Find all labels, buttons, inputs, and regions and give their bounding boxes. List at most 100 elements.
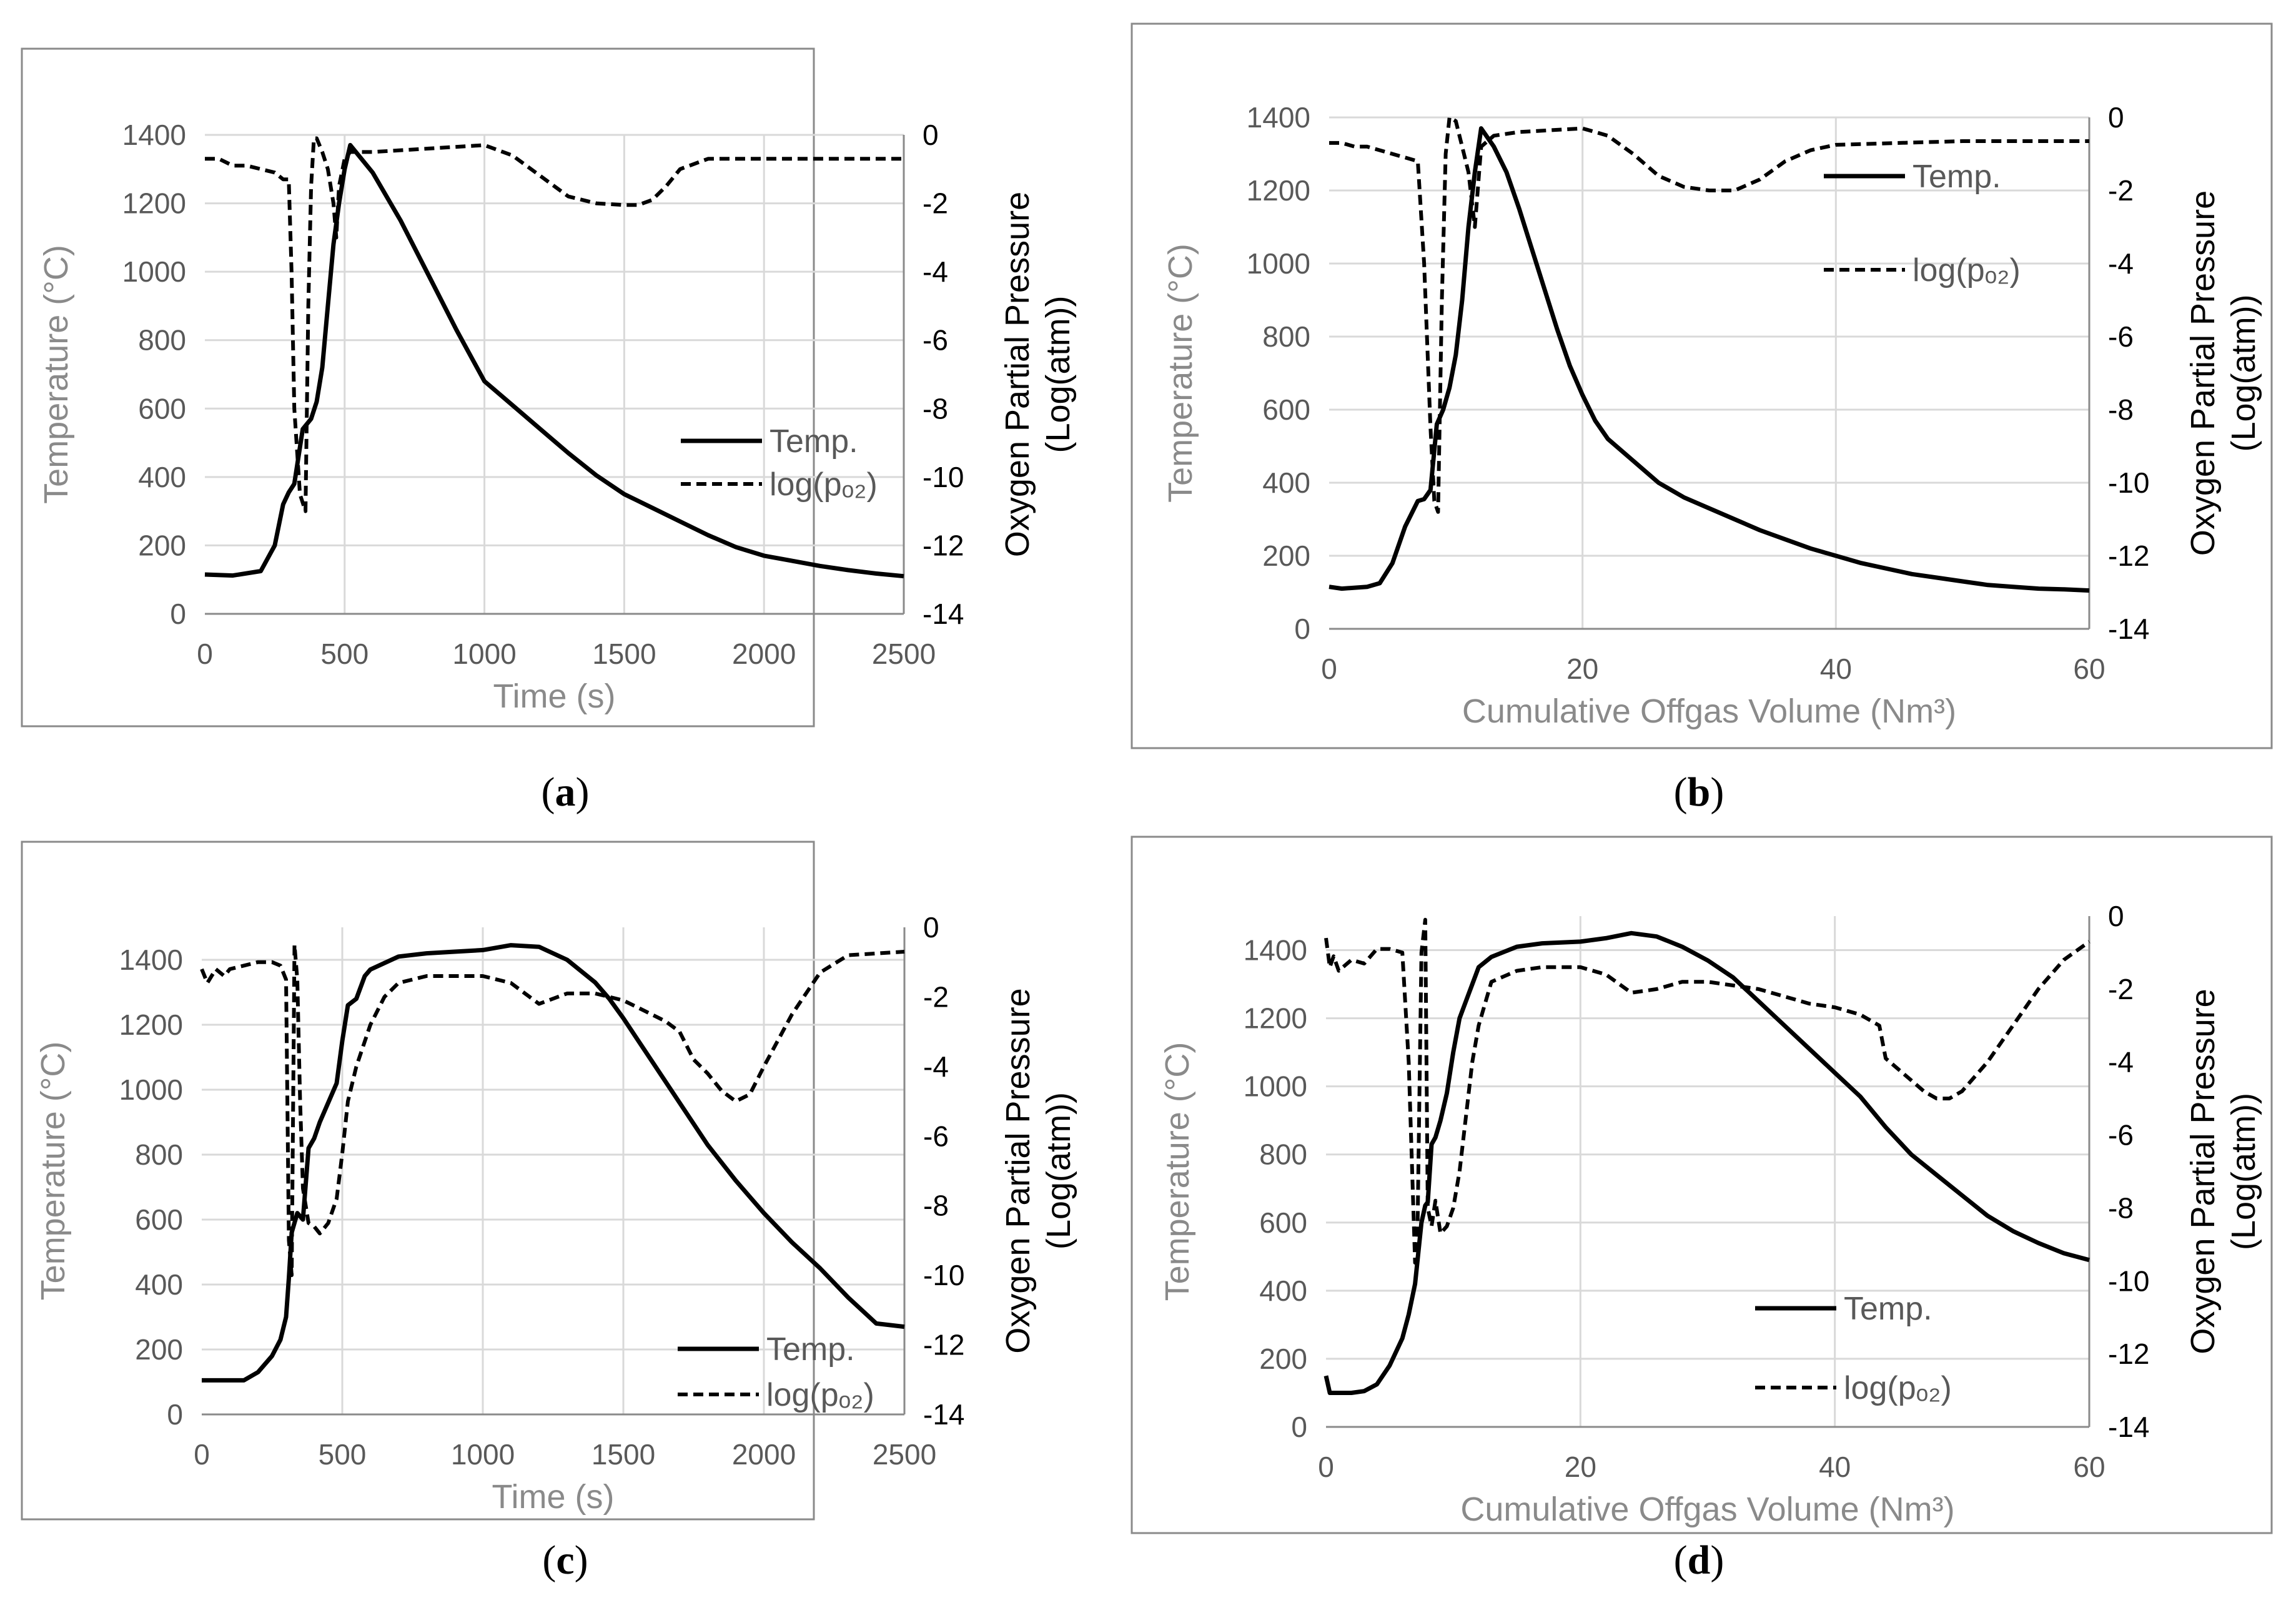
- x-axis-title: Cumulative Offgas Volume (Nm³): [1462, 693, 1956, 730]
- caption-paren-open: (: [542, 1537, 556, 1583]
- y-axis-title: Temperature (°C): [34, 1042, 72, 1301]
- y2-tick-label: -6: [2108, 320, 2134, 353]
- y-tick-label: 200: [1259, 1343, 1307, 1375]
- panel-caption-b: (b): [1674, 769, 1724, 815]
- x-tick-label: 60: [2073, 1451, 2105, 1483]
- y-tick-label: 200: [135, 1333, 183, 1366]
- x-tick-label: 1500: [592, 638, 656, 670]
- y-tick-label: 400: [135, 1268, 183, 1301]
- caption-paren-open: (: [1674, 769, 1688, 815]
- caption-paren-open: (: [1674, 1537, 1688, 1583]
- y2-tick-label: -14: [923, 1398, 964, 1431]
- temperature-series-line: [204, 142, 904, 579]
- y2-tick-label: -14: [2108, 1411, 2149, 1443]
- y-tick-label: 600: [1262, 393, 1310, 426]
- y-tick-label: 600: [138, 392, 186, 425]
- legend-label-temp: Temp.: [1844, 1291, 1932, 1327]
- y-tick-label: 800: [135, 1138, 183, 1171]
- y-tick-label: 1400: [119, 944, 183, 976]
- legend-label-po2: log(pₒ₂): [1913, 252, 2021, 289]
- temperature-series-line: [1329, 126, 2090, 593]
- oxygen-partial-pressure-series-line: [205, 136, 904, 513]
- panel-caption-a: (a): [542, 769, 590, 815]
- y2-axis-title: Oxygen Partial Pressure: [999, 192, 1036, 557]
- y-tick-label: 600: [1259, 1206, 1307, 1239]
- oxygen-partial-pressure-series-line: [1329, 116, 2089, 514]
- caption-letter: d: [1688, 1537, 1711, 1583]
- y2-tick-label: -10: [923, 1259, 964, 1291]
- y2-tick-label: -2: [923, 187, 948, 220]
- temperature-series-line: [1324, 930, 2090, 1395]
- x-tick-label: 500: [319, 1438, 367, 1471]
- y-tick-label: 1000: [122, 255, 186, 288]
- y2-tick-label: -2: [2108, 973, 2134, 1005]
- panel-frame-d: [1131, 836, 2273, 1534]
- oxygen-partial-pressure-series-line: [1324, 917, 2091, 1265]
- temperature-series-line: [202, 943, 905, 1383]
- y2-tick-label: -4: [2108, 247, 2134, 280]
- y-tick-label: 1000: [119, 1073, 183, 1106]
- caption-paren-close: ): [576, 769, 590, 815]
- y-tick-label: 800: [1259, 1138, 1307, 1171]
- y2-axis-title-unit: (Log(atm)): [1040, 1092, 1077, 1250]
- x-tick-label: 0: [1318, 1451, 1334, 1483]
- caption-letter: a: [555, 769, 576, 815]
- y2-tick-label: -10: [2108, 1265, 2149, 1297]
- y2-tick-label: -4: [923, 255, 948, 288]
- panel-caption-c: (c): [542, 1537, 588, 1583]
- chart-panel-c: 0 500 1000 1500 2000 2500 0 200 400 600 800 1000 120…: [21, 841, 1077, 1583]
- y2-tick-label: -4: [923, 1050, 949, 1083]
- y-tick-label: 1200: [122, 187, 186, 220]
- y2-tick-label: -6: [923, 1120, 949, 1152]
- caption-letter: c: [556, 1537, 574, 1583]
- y-tick-label: 0: [170, 598, 186, 630]
- y2-tick-label: -4: [2108, 1046, 2134, 1078]
- y-axis-title: Temperature (°C): [1159, 1042, 1196, 1301]
- x-tick-label: 2500: [872, 638, 936, 670]
- x-tick-label: 0: [1321, 653, 1337, 685]
- legend-label-temp: Temp.: [1913, 159, 2001, 195]
- x-tick-label: 0: [197, 638, 213, 670]
- y-tick-label: 0: [1294, 613, 1310, 645]
- y2-tick-label: -12: [923, 1329, 964, 1361]
- x-tick-label: 1000: [452, 638, 516, 670]
- y-tick-label: 1200: [1247, 174, 1310, 207]
- y2-tick-label: -6: [2108, 1119, 2134, 1152]
- legend-label-po2: log(pₒ₂): [1844, 1370, 1952, 1406]
- x-axis-title: Time (s): [493, 678, 616, 715]
- x-tick-label: 2000: [732, 638, 796, 670]
- y-tick-label: 1400: [1247, 101, 1310, 134]
- y2-tick-label: -12: [923, 529, 964, 561]
- y2-tick-label: -2: [2108, 174, 2134, 207]
- x-axis-title: Time (s): [492, 1478, 615, 1516]
- y-tick-label: 400: [1259, 1275, 1307, 1307]
- chart-panel-a: 0 500 1000 1500 2000 2500 0 200 400 600 800 1000 120…: [21, 47, 1077, 815]
- x-tick-label: 20: [1566, 653, 1598, 685]
- x-tick-label: 2500: [873, 1438, 936, 1471]
- y-axis-title: Temperature (°C): [1162, 244, 1199, 503]
- caption-paren-close: ): [1710, 769, 1724, 815]
- x-tick-label: 2000: [732, 1438, 796, 1471]
- y-tick-label: 600: [135, 1203, 183, 1236]
- panel-frame-b: [1131, 22, 2273, 749]
- y-tick-label: 1200: [1244, 1002, 1307, 1035]
- caption-paren-close: ): [1710, 1537, 1724, 1583]
- caption-paren-open: (: [542, 769, 555, 815]
- y-tick-label: 0: [167, 1398, 183, 1431]
- legend-label-po2: log(pₒ₂): [769, 466, 878, 503]
- y2-tick-label: -2: [923, 980, 949, 1013]
- y2-axis-title: Oxygen Partial Pressure: [999, 988, 1037, 1353]
- x-tick-label: 20: [1565, 1451, 1596, 1483]
- x-tick-label: 40: [1819, 1451, 1851, 1483]
- y2-tick-label: 0: [923, 911, 939, 944]
- y2-tick-label: -8: [923, 1190, 949, 1222]
- y2-axis-title-unit: (Log(atm)): [2225, 294, 2262, 451]
- x-axis-title: Cumulative Offgas Volume (Nm³): [1460, 1491, 1954, 1528]
- y2-tick-label: -8: [923, 392, 948, 425]
- y2-tick-label: -8: [2108, 393, 2134, 426]
- oxygen-partial-pressure-series-line: [200, 942, 905, 1278]
- y-tick-label: 800: [1262, 320, 1310, 353]
- y-tick-label: 1400: [1244, 934, 1307, 967]
- y-tick-label: 200: [138, 529, 186, 561]
